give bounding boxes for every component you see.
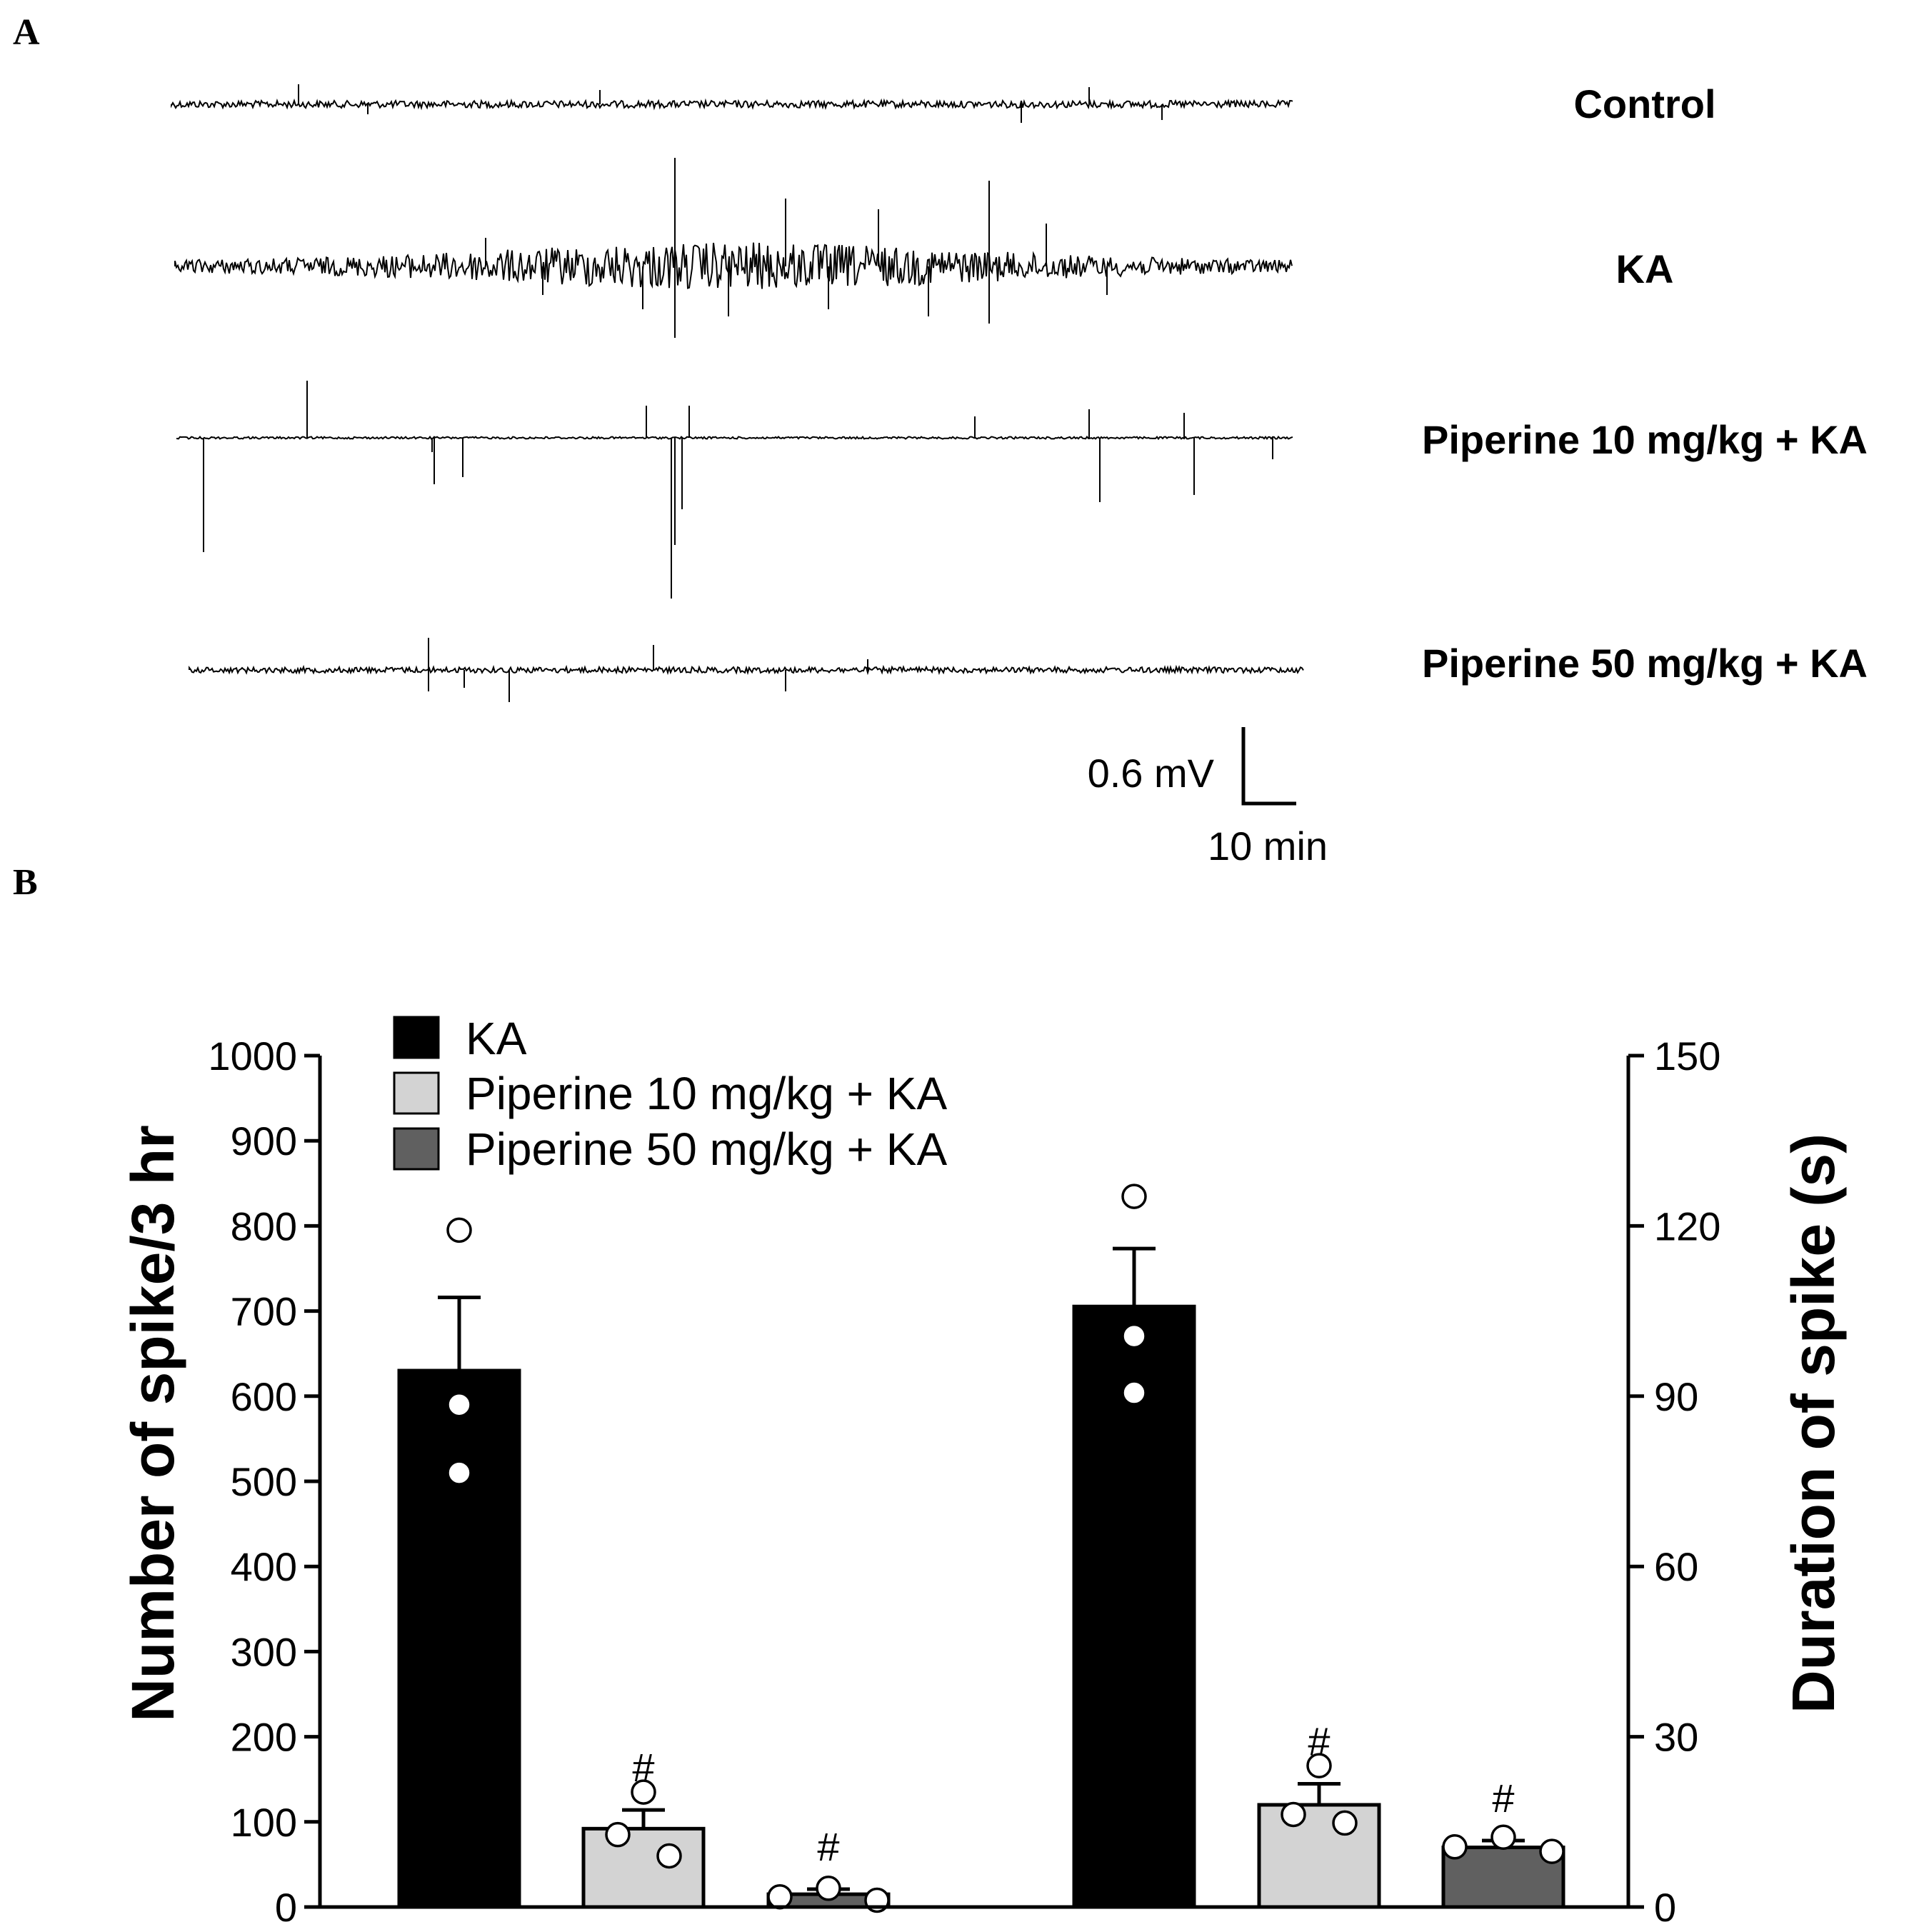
data-point (656, 1843, 682, 1869)
data-point (446, 1391, 472, 1418)
data-point (605, 1821, 631, 1848)
left-tick-label: 1000 (208, 1033, 297, 1078)
trace-control (171, 84, 1293, 123)
panel-a-letter: A (13, 12, 40, 53)
scale-bar: 0.6 mV 10 min (1088, 727, 1328, 869)
data-point (1281, 1801, 1306, 1828)
trace-label-control: Control (1573, 81, 1715, 126)
data-point (1121, 1380, 1147, 1406)
significance-mark: # (817, 1824, 839, 1869)
right-tick-label: 90 (1654, 1374, 1698, 1419)
trace-label-piperine-50: Piperine 50 mg/kg + KA (1422, 641, 1868, 686)
significance-mark: # (1492, 1776, 1514, 1821)
bar (1072, 1304, 1196, 1909)
right-tick-label: 30 (1654, 1715, 1698, 1760)
left-tick-label: 500 (231, 1459, 297, 1504)
trace-piperine-50 (189, 638, 1304, 702)
bar-chart: 0 100 200 300 400 500 600 700 800 900 1000 0 30 60 90… (208, 1033, 1720, 1930)
data-point (1332, 1810, 1358, 1836)
data-point (816, 1876, 841, 1901)
trace-piperine-10 (176, 381, 1293, 599)
right-tick-label: 60 (1654, 1544, 1698, 1589)
data-point (767, 1883, 793, 1910)
left-tick-label: 200 (231, 1715, 297, 1760)
legend-swatch-ka (393, 1016, 440, 1059)
bar (581, 1826, 706, 1909)
data-points (446, 1183, 1565, 1913)
legend-swatch-piperine-50 (393, 1127, 440, 1171)
legend-label-piperine-10: Piperine 10 mg/kg + KA (466, 1068, 947, 1119)
significance-mark: # (632, 1745, 654, 1790)
bar (1257, 1803, 1381, 1909)
left-tick-label: 700 (231, 1289, 297, 1334)
left-tick-label: 100 (231, 1800, 297, 1845)
data-point (1490, 1824, 1516, 1851)
left-tick-label: 600 (231, 1374, 297, 1419)
bar (397, 1368, 521, 1909)
significance-marks: # # # # (632, 1719, 1514, 1869)
legend-label-ka: KA (466, 1013, 527, 1064)
trace-ka (174, 158, 1293, 338)
legend-label-piperine-50: Piperine 50 mg/kg + KA (466, 1123, 947, 1175)
legend-swatch-piperine-10 (393, 1071, 440, 1115)
left-tick-label: 300 (231, 1629, 297, 1674)
eeg-traces (171, 84, 1304, 702)
left-tick-label: 400 (231, 1544, 297, 1589)
scale-bar-lines (1241, 727, 1296, 806)
scale-time-label: 10 min (1208, 824, 1328, 869)
scale-voltage-label: 0.6 mV (1088, 751, 1215, 796)
left-axis-title: Number of spike/3 hr (119, 1125, 186, 1722)
data-point (1121, 1183, 1147, 1209)
data-point (1539, 1838, 1565, 1864)
left-tick-label: 800 (231, 1203, 297, 1248)
right-axis: 0 30 60 90 120 150 (1626, 1033, 1720, 1930)
data-point (1121, 1323, 1147, 1349)
left-tick-label: 900 (231, 1118, 297, 1163)
left-axis: 0 100 200 300 400 500 600 700 800 900 1000 (208, 1033, 322, 1930)
right-axis-title: Duration of spike (s) (1780, 1133, 1847, 1713)
bar (1441, 1846, 1565, 1909)
data-point (1306, 1753, 1332, 1778)
bars (397, 1304, 1565, 1909)
right-tick-label: 150 (1654, 1033, 1720, 1078)
error-bars (438, 1246, 1525, 1895)
trace-label-ka: KA (1616, 246, 1674, 291)
data-point (1442, 1834, 1468, 1860)
significance-mark: # (1308, 1719, 1330, 1764)
legend: KA Piperine 10 mg/kg + KA Piperine 50 mg… (393, 1013, 947, 1175)
right-tick-label: 120 (1654, 1203, 1720, 1248)
right-tick-label: 0 (1654, 1885, 1676, 1930)
data-point (631, 1779, 656, 1805)
left-tick-label: 0 (275, 1885, 297, 1930)
data-point (446, 1460, 472, 1486)
data-point (446, 1217, 472, 1243)
trace-label-piperine-10: Piperine 10 mg/kg + KA (1422, 417, 1868, 462)
panel-b-letter: B (13, 862, 38, 903)
